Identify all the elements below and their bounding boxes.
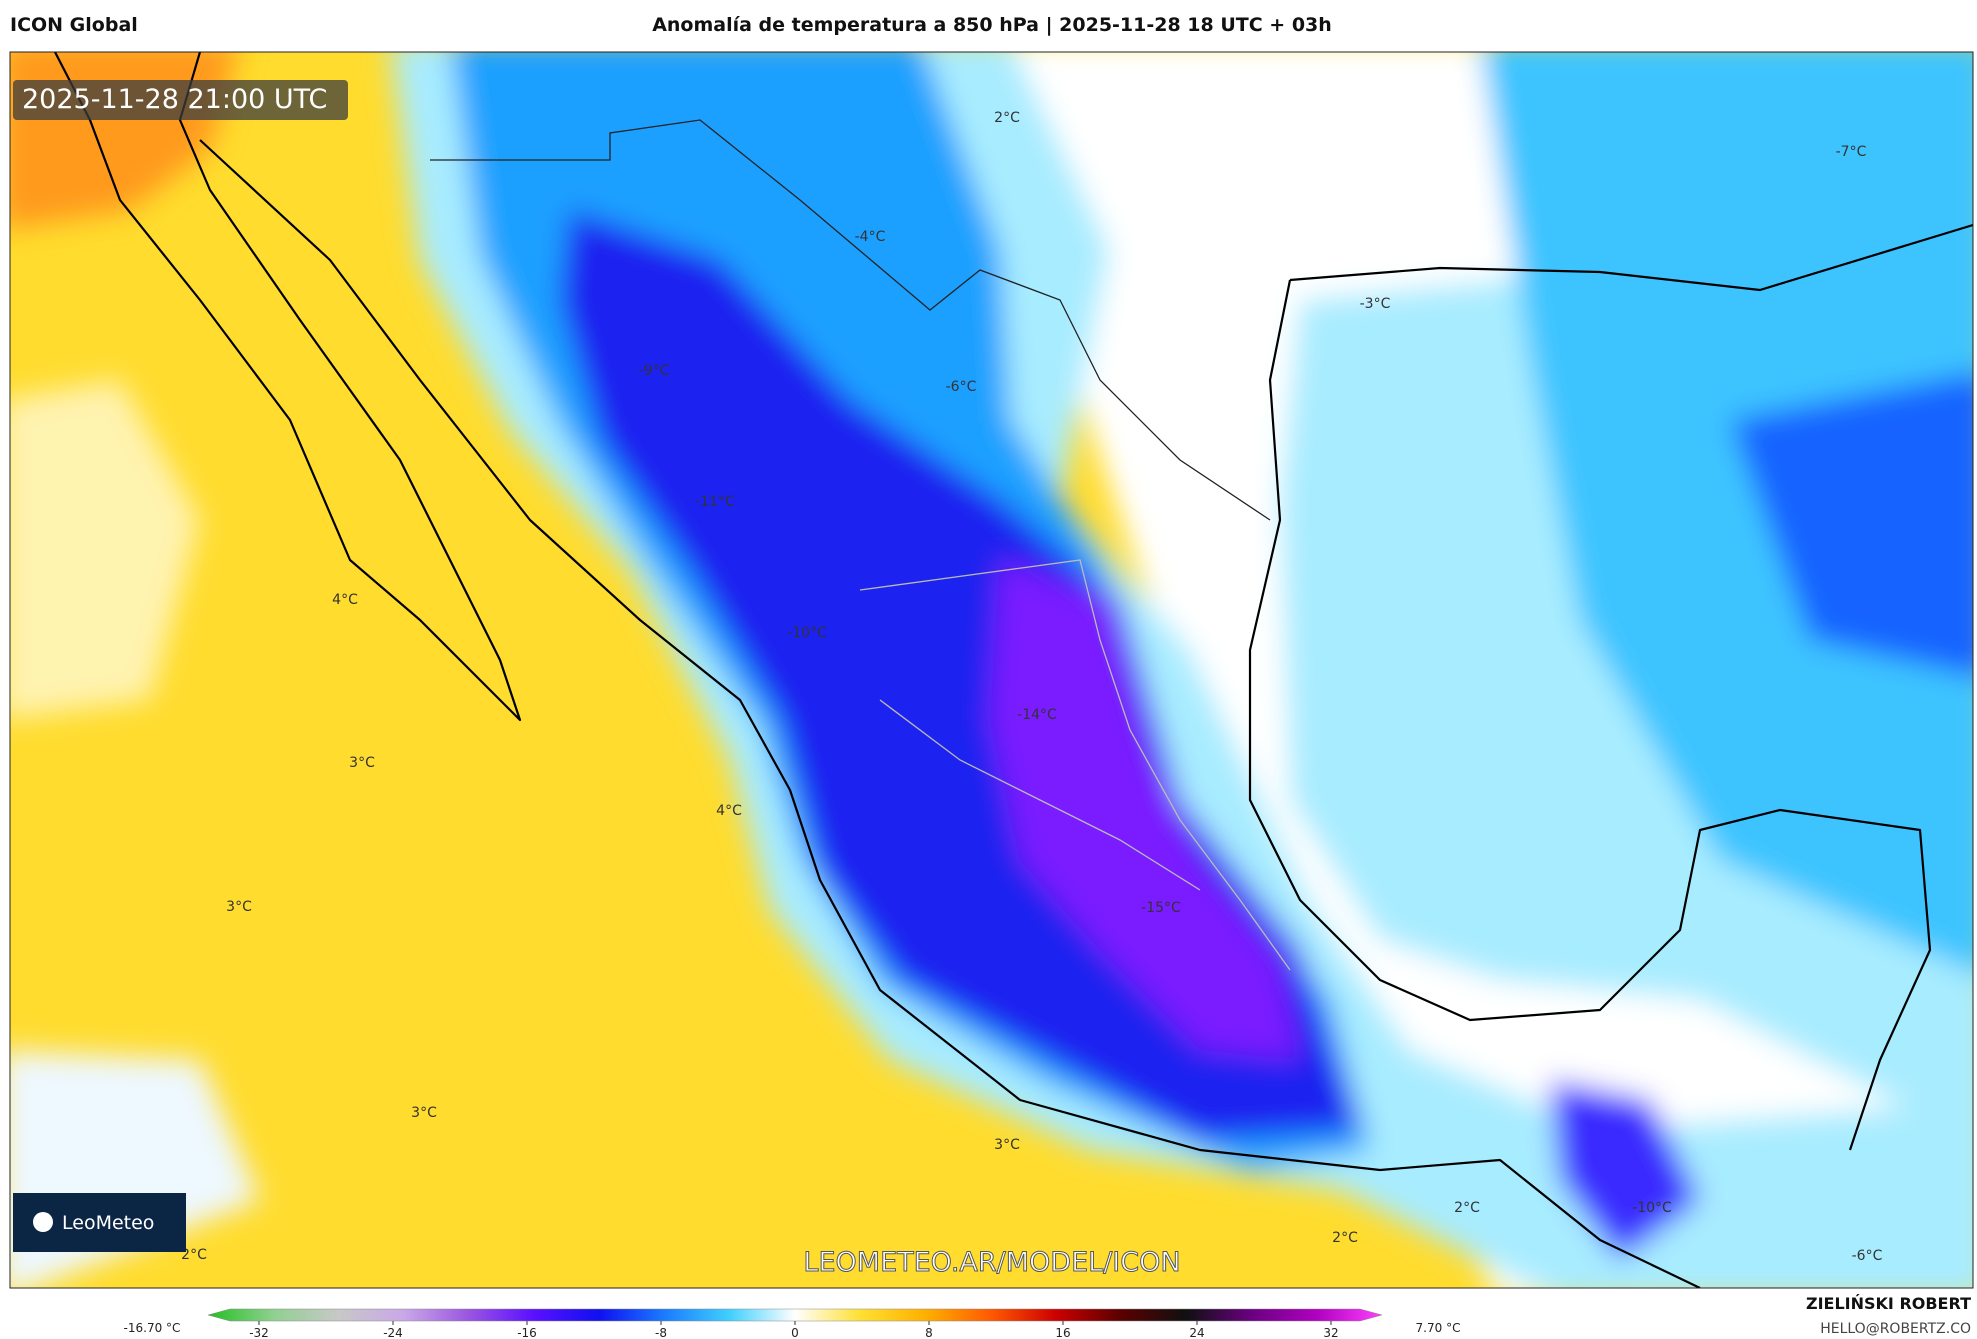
- contour-label: -11°C: [695, 494, 735, 510]
- contour-label: 4°C: [332, 592, 358, 608]
- light-anomaly: [10, 380, 200, 719]
- contour-label: 2°C: [1454, 1200, 1480, 1216]
- coastline: [199, 139, 1701, 1288]
- watermark: LEOMETEO.AR/MODEL/ICON: [803, 1247, 1180, 1278]
- coastline: [1289, 223, 1973, 292]
- contour-label: -4°C: [855, 229, 886, 245]
- colorbar-min: -16.70 °C: [124, 1321, 181, 1335]
- contour-label: -6°C: [946, 379, 977, 395]
- very-cold-anomaly: [1730, 373, 1973, 677]
- colorbar-tick-label: 16: [1055, 1326, 1070, 1339]
- country-border: [430, 119, 1271, 521]
- valid-time: 2025-11-28 21:00 UTC: [22, 84, 327, 115]
- colorbar-tick-label: -24: [383, 1326, 403, 1339]
- logo-text: LeoMeteo: [62, 1212, 154, 1234]
- contour-label: -9°C: [639, 363, 670, 379]
- contour-label: 3°C: [994, 1137, 1020, 1153]
- contour-label: -3°C: [1360, 296, 1391, 312]
- coastline: [1248, 279, 1932, 1151]
- colorbar-tick-label: -8: [655, 1326, 667, 1339]
- contour-label: 4°C: [716, 803, 742, 819]
- contour-label: -7°C: [1836, 144, 1867, 160]
- colorbar-tick-label: 8: [925, 1326, 933, 1339]
- logo-sun: [33, 1212, 53, 1232]
- colorbar-tick-label: 32: [1323, 1326, 1338, 1339]
- extreme-cold-anomaly: [990, 560, 1300, 1060]
- colorbar-tick-label: 24: [1189, 1326, 1204, 1339]
- state-border: [859, 559, 1291, 971]
- colorbar: [207, 1308, 1383, 1322]
- temperature-field: [10, 52, 1973, 1288]
- coastline: [54, 52, 522, 722]
- very-cold-anomaly: [1550, 1080, 1700, 1260]
- map-title: Anomalía de temperatura a 850 hPa | 2025…: [652, 14, 1332, 36]
- contour-label: 3°C: [411, 1105, 437, 1121]
- colorbar-tick-label: -32: [249, 1326, 269, 1339]
- contour-label: -14°C: [1017, 707, 1057, 723]
- contour-label: 2°C: [1332, 1230, 1358, 1246]
- contour-label: -10°C: [787, 625, 827, 641]
- contour-label: -6°C: [1852, 1248, 1883, 1264]
- colorbar-tick-label: 0: [791, 1326, 799, 1339]
- email: HELLO@ROBERTZ.CO: [1820, 1321, 1971, 1337]
- map-frame: [9, 51, 1974, 1289]
- colorbar-max: 7.70 °C: [1416, 1321, 1461, 1335]
- contour-label: -15°C: [1141, 900, 1181, 916]
- contour-label: 3°C: [226, 899, 252, 915]
- time-badge: [13, 80, 348, 120]
- contour-label: -10°C: [1632, 1200, 1672, 1216]
- author: ZIELIŃSKI ROBERT: [1806, 1294, 1971, 1313]
- colorbar-tick-label: -16: [517, 1326, 537, 1339]
- model-name: ICON Global: [10, 14, 138, 36]
- cold-anomaly: [1481, 52, 1973, 973]
- state-border: [879, 699, 1201, 891]
- map-area: 2025-11-28 21:00 UTC 2°C -7°C -4°C -3°C -9°C…: [10, 52, 1973, 1288]
- contour-label: 2°C: [994, 110, 1020, 126]
- contour-label: 3°C: [349, 755, 375, 771]
- contour-label: 2°C: [181, 1247, 207, 1263]
